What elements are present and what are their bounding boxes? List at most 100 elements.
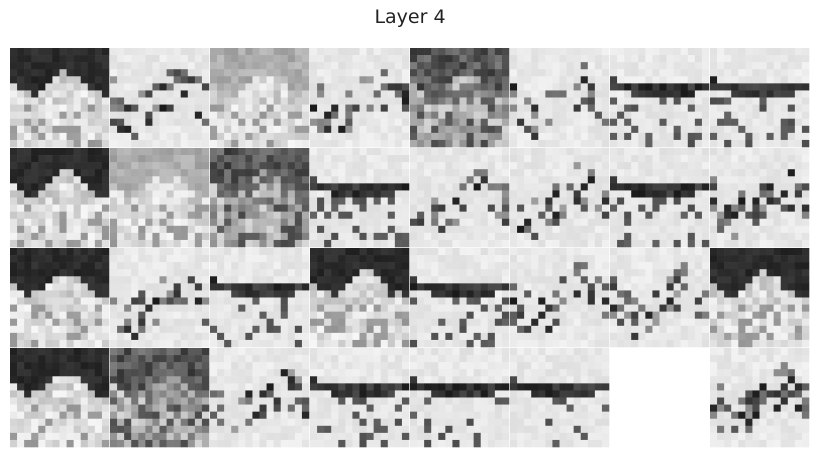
pixel [452,297,460,305]
pixel [510,62,518,70]
pixel [438,262,446,270]
pixel [524,132,532,141]
pixel [331,325,339,334]
pixel [173,311,182,320]
pixel [666,204,674,212]
pixel [180,197,189,205]
pixel [359,76,367,84]
pixel [266,283,274,291]
pixel [680,239,689,248]
pixel [31,111,39,120]
pixel [101,239,110,248]
pixel [687,125,696,134]
pixel [173,225,182,234]
pixel [552,118,560,127]
pixel [410,104,418,112]
pixel [501,83,510,91]
pixel [652,325,660,334]
pixel [594,255,603,263]
pixel [752,232,760,241]
pixel [424,104,432,112]
pixel [517,339,525,348]
pixel [359,262,367,270]
pixel [510,148,518,156]
pixel [794,111,803,120]
pixel [687,83,696,91]
pixel [94,190,103,198]
pixel [224,176,232,184]
pixel [159,148,167,156]
pixel [538,48,546,56]
pixel [438,232,446,241]
pixel [359,318,367,327]
pixel [324,290,332,298]
pixel [317,148,325,156]
pixel [580,290,589,298]
pixel [301,76,310,84]
pixel [466,255,474,263]
pixel [24,69,32,77]
pixel [710,104,718,112]
pixel [652,90,660,98]
pixel [24,304,32,312]
pixel [138,239,146,248]
pixel [738,290,746,298]
pixel [745,176,753,184]
pixel [694,269,703,277]
pixel [645,55,653,63]
pixel [687,239,696,248]
pixel [380,269,389,277]
pixel [473,55,482,63]
pixel [194,76,203,84]
pixel [266,211,274,220]
pixel [31,432,39,441]
pixel [645,83,653,91]
pixel [717,262,725,270]
pixel [210,104,218,112]
pixel [531,176,539,184]
pixel [787,183,796,191]
pixel [752,62,760,70]
pixel [552,304,560,312]
pixel [480,197,489,205]
pixel [480,83,489,91]
pixel [552,183,560,191]
pixel [52,404,60,412]
pixel [324,318,332,327]
pixel [31,218,39,227]
pixel [501,255,510,263]
pixel [301,262,310,270]
pixel [194,197,203,205]
pixel [659,276,667,284]
pixel [194,139,203,148]
pixel [280,218,289,227]
pixel [701,55,710,63]
pixel [38,239,46,248]
pixel [573,111,582,120]
pixel [10,83,18,91]
pixel [487,104,496,112]
pixel [280,104,289,112]
pixel [152,62,160,70]
pixel [224,269,232,277]
pixel [494,325,503,334]
pixel [645,262,653,270]
pixel [552,318,560,327]
pixel [638,339,646,348]
pixel [180,311,189,320]
pixel [617,276,625,284]
pixel [180,169,189,177]
pixel [273,132,282,141]
pixel [280,283,289,291]
pixel [145,83,153,91]
pixel [331,155,339,163]
pixel [666,55,674,63]
pixel [552,62,560,70]
pixel [466,169,474,177]
pixel [524,48,532,56]
pixel [180,262,189,270]
pixel [352,276,360,284]
pixel [10,162,18,170]
pixel [331,218,339,227]
pixel [301,48,310,56]
